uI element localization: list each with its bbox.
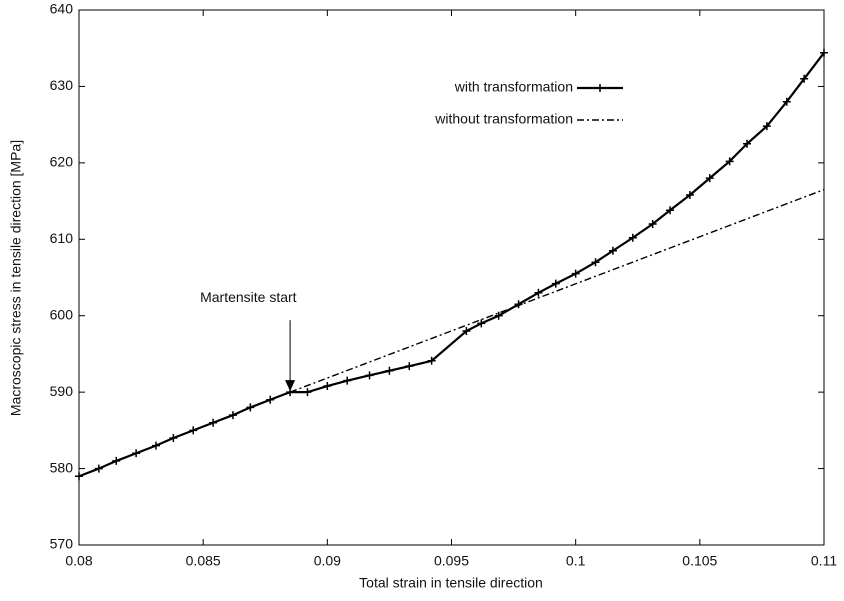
x-tick-label: 0.105 [682, 553, 717, 569]
y-tick-label: 610 [50, 230, 74, 246]
marker [477, 319, 486, 328]
marker [628, 233, 637, 242]
x-tick-label: 0.1 [566, 553, 586, 569]
marker [365, 371, 374, 380]
marker [800, 74, 809, 83]
plot-frame [78, 9, 825, 546]
marker [743, 139, 752, 148]
y-tick-label: 590 [50, 383, 74, 399]
y-tick-label: 600 [50, 306, 74, 322]
marker [494, 311, 503, 320]
y-tick-label: 630 [50, 77, 74, 93]
x-axis-label: Total strain in tensile direction [359, 575, 543, 591]
marker [405, 362, 414, 371]
y-tick-label: 570 [50, 536, 74, 552]
marker [132, 449, 141, 458]
marker [343, 376, 352, 385]
marker [228, 411, 237, 420]
marker [648, 220, 657, 228]
marker [725, 157, 734, 166]
marker [571, 269, 580, 278]
marker [385, 366, 394, 375]
marker [112, 456, 121, 465]
y-tick-label: 580 [50, 459, 74, 475]
marker [514, 300, 523, 309]
marker [608, 246, 617, 255]
marker [820, 48, 828, 57]
marker [189, 426, 198, 435]
marker [782, 97, 791, 106]
x-tick-label: 0.09 [314, 553, 341, 569]
x-tick-label: 0.095 [434, 553, 469, 569]
marker [75, 472, 83, 481]
x-tick-label: 0.085 [186, 553, 221, 569]
marker [462, 327, 471, 335]
legend-label: without transformation [434, 111, 573, 127]
marker [151, 441, 160, 450]
marker [705, 174, 714, 183]
marker [246, 403, 255, 412]
marker [94, 464, 103, 473]
marker [209, 418, 218, 427]
marker [596, 84, 604, 92]
marker [534, 288, 543, 297]
x-tick-label: 0.08 [65, 553, 92, 569]
x-tick-label: 0.11 [811, 553, 837, 569]
marker [169, 434, 178, 442]
series-line [289, 188, 825, 393]
marker [323, 382, 332, 391]
marker [666, 206, 675, 215]
annotation-arrowhead [285, 380, 296, 392]
y-tick-label: 620 [50, 154, 74, 170]
marker [303, 388, 312, 397]
marker [427, 356, 436, 365]
y-tick-label: 640 [50, 1, 74, 17]
legend-label: with transformation [454, 79, 573, 95]
y-axis-label: Macroscopic stress in tensile direction … [8, 140, 24, 416]
marker [685, 190, 694, 199]
annotation: Martensite start [200, 289, 297, 305]
marker [551, 279, 560, 288]
marker [591, 258, 600, 267]
marker [762, 122, 771, 131]
marker [266, 395, 275, 404]
